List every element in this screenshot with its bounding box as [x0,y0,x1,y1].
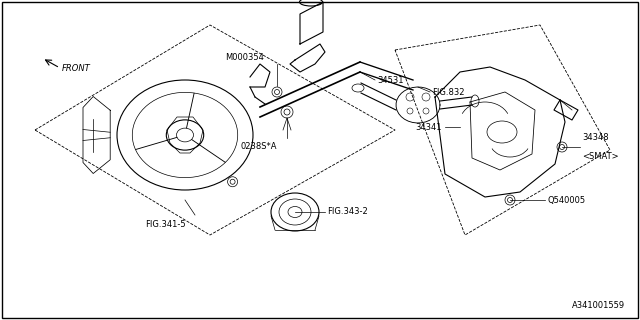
Text: 34341: 34341 [415,123,442,132]
Text: FRONT: FRONT [62,64,91,73]
Text: M000354: M000354 [225,53,264,62]
Text: 0238S*A: 0238S*A [240,142,276,151]
Text: FIG.832: FIG.832 [432,87,465,97]
Text: 34348: 34348 [582,133,609,142]
Text: A341001559: A341001559 [572,301,625,310]
Text: FIG.343-2: FIG.343-2 [327,207,368,217]
Text: Q540005: Q540005 [547,196,585,204]
Text: FIG.341-5: FIG.341-5 [145,220,186,229]
Text: 34531: 34531 [377,76,403,84]
Text: <SMAT>: <SMAT> [582,152,619,161]
